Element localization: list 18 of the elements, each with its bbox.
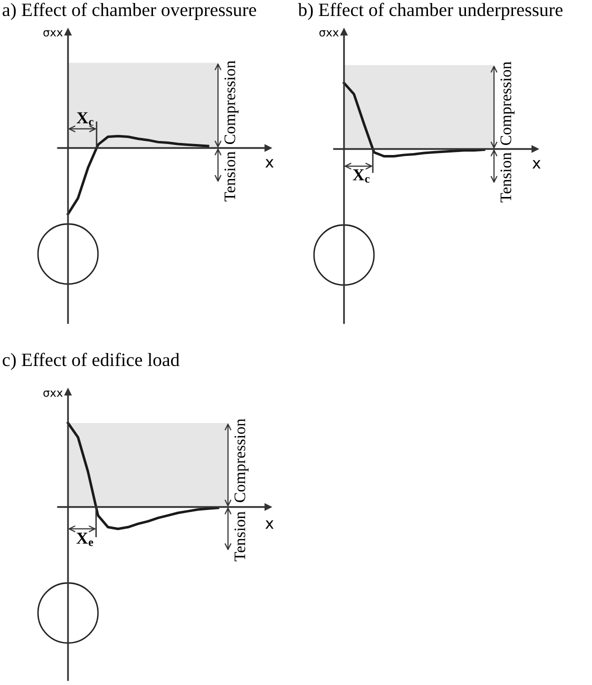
text: X$_{c}$	[76, 112, 94, 126]
text: Tension	[500, 152, 512, 202]
chart-title: c) Effect of edifice load	[2, 352, 180, 370]
text: Tension	[234, 511, 246, 562]
chart-title: a) Effect of chamber overpressure	[2, 2, 256, 20]
y-axis-title: σxx	[319, 30, 339, 37]
x-axis-title: x	[265, 520, 274, 529]
text: X$_{c}$	[352, 169, 370, 183]
x-axis-title: x	[532, 160, 541, 169]
text: X$_{e}$	[76, 532, 94, 546]
text: Compression	[500, 62, 514, 146]
y-axis-title: σxx	[43, 390, 63, 397]
text: Compression	[234, 418, 248, 502]
text: Tension	[224, 152, 236, 202]
x-axis-title: x	[265, 159, 274, 168]
y-axis-title: σxx	[43, 30, 63, 37]
text: Compression	[224, 60, 238, 144]
chart-title: b) Effect of chamber underpressure	[298, 2, 563, 20]
